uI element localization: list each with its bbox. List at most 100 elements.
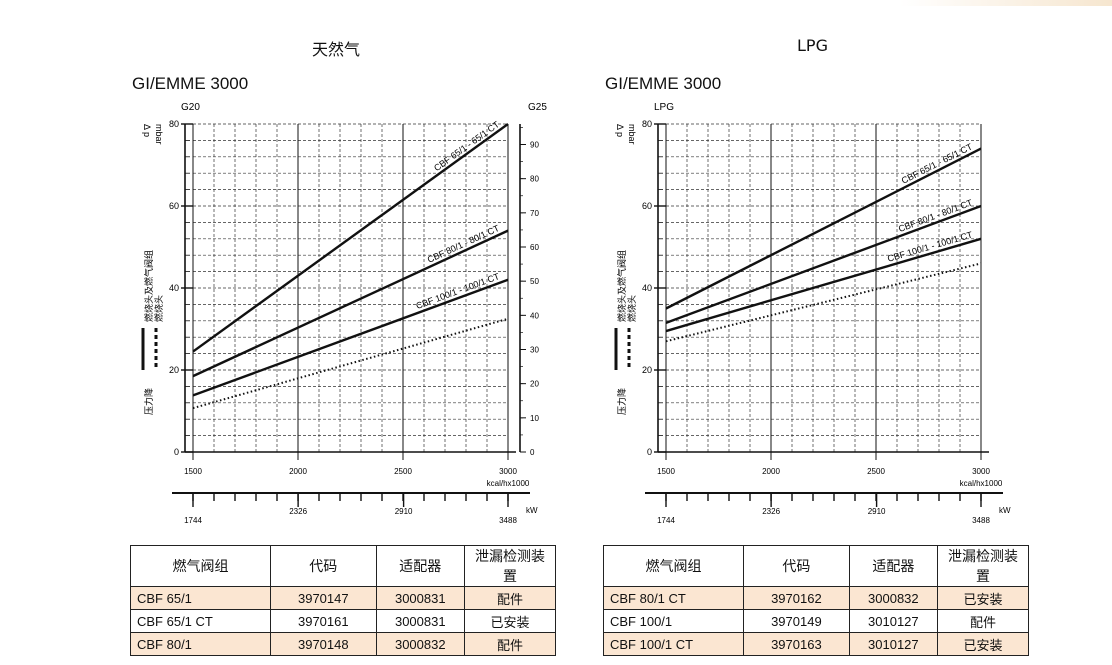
y-tick-label: 80 [642, 119, 652, 129]
y-side-label-head: 燃烧头 [153, 295, 165, 322]
y2-tick-label: 80 [530, 175, 539, 184]
y2-tick-label: 50 [530, 277, 539, 286]
table-cell: CBF 80/1 CT [602, 586, 745, 610]
x-tick-label: 2500 [867, 467, 885, 476]
table-row: CBF 100/1 3970149 3010127 配件 [602, 609, 1030, 633]
table-header-cell: 燃气阀组 [602, 545, 745, 587]
x-tick-label: 1500 [184, 467, 202, 476]
y-side-label-drop: 压力降 [143, 388, 155, 415]
y-tick-label: 20 [642, 365, 652, 375]
x-tick-label: 2000 [289, 467, 307, 476]
table-cell: 3970163 [743, 632, 850, 656]
y-tick-label: 40 [642, 283, 652, 293]
table-header-cell: 泄漏检测装置 [463, 545, 557, 587]
panel-title: LPG [797, 36, 828, 55]
series-line-3 [665, 237, 982, 333]
kw-tick-label: 2326 [762, 507, 780, 516]
table-cell: CBF 65/1 [130, 586, 271, 610]
table-cell: CBF 65/1 CT [130, 609, 271, 633]
table-cell: 3000832 [848, 586, 938, 610]
series-line-head [192, 317, 509, 410]
table-cell: 3970147 [269, 586, 377, 610]
series-line-1 [192, 123, 509, 353]
table-cell: 3970149 [743, 609, 850, 633]
series-line-head [665, 262, 982, 343]
kw-unit-label: kW [526, 506, 538, 515]
table-row: CBF 80/1 3970148 3000832 配件 [130, 632, 557, 656]
y-unit: mbar [627, 124, 637, 145]
table-cell: 3000831 [375, 586, 465, 610]
kw-tick-label: 3488 [499, 516, 517, 525]
y-tick-label: 20 [169, 365, 179, 375]
y-side-label-head: 燃烧头 [626, 295, 638, 322]
kw-tick-label: 2326 [289, 507, 307, 516]
y-tick-label: 60 [642, 201, 652, 211]
table-header-row: 燃气阀组 代码 适配器 泄漏检测装置 [130, 545, 557, 587]
y-tick-label: 60 [169, 201, 179, 211]
top-decoration [900, 0, 1112, 6]
series-label: CBF 100/1 - 100/1 CT [886, 229, 974, 263]
table-row: CBF 80/1 CT 3970162 3000832 已安装 [602, 586, 1030, 610]
y2-tick-label: 60 [530, 243, 539, 252]
gas-label-left: LPG [654, 102, 674, 113]
y2-tick-label: 40 [530, 311, 539, 320]
series-line-2 [192, 229, 509, 378]
y2-tick-label: 20 [530, 380, 539, 389]
x-tick-label: 1500 [657, 467, 675, 476]
valve-spec-table: 燃气阀组 代码 适配器 泄漏检测装置 CBF 80/1 CT 3970162 3… [602, 545, 1030, 656]
y-tick-label: 80 [169, 119, 179, 129]
table-cell: CBF 100/1 CT [602, 632, 745, 656]
table-cell: 配件 [463, 632, 557, 656]
y2-tick-label: 0 [530, 448, 535, 457]
x-tick-label: 3000 [499, 467, 517, 476]
table-cell: 3970162 [743, 586, 850, 610]
kw-tick-label: 2910 [868, 507, 886, 516]
table-header-row: 燃气阀组 代码 适配器 泄漏检测装置 [602, 545, 1030, 587]
kw-unit-label: kW [999, 506, 1011, 515]
table-cell: 3000831 [375, 609, 465, 633]
y-side-label-valve: 燃烧头及燃气阀组 [616, 250, 628, 322]
series-label: CBF 80/1 - 80/1 CT [897, 197, 974, 234]
kw-tick-label: 1744 [184, 516, 202, 525]
y2-tick-label: 90 [530, 141, 539, 150]
y2-tick-label: 30 [530, 346, 539, 355]
table-cell: 已安装 [936, 632, 1030, 656]
table-cell: 3970161 [269, 609, 377, 633]
gas-label-left: G20 [181, 102, 200, 113]
table-cell: 3010127 [848, 632, 938, 656]
y-symbol: Δ p [142, 124, 152, 137]
x-tick-label: 2500 [394, 467, 412, 476]
y-tick-label: 0 [647, 447, 652, 457]
table-cell: CBF 100/1 [602, 609, 745, 633]
gas-label-right: G25 [528, 102, 547, 113]
y-side-label-valve: 燃烧头及燃气阀组 [143, 250, 155, 322]
series-line-2 [665, 204, 982, 324]
kw-tick-label: 1744 [657, 516, 675, 525]
table-header-cell: 代码 [269, 545, 377, 587]
table-cell: CBF 80/1 [130, 632, 271, 656]
y-tick-label: 0 [174, 447, 179, 457]
y-unit: mbar [154, 124, 164, 145]
model-title: GI/EMME 3000 [132, 74, 249, 93]
kw-tick-label: 3488 [972, 516, 990, 525]
table-cell: 3000832 [375, 632, 465, 656]
y2-tick-label: 10 [530, 414, 539, 423]
y2-tick-label: 70 [530, 209, 539, 218]
kw-tick-label: 2910 [395, 507, 413, 516]
series-line-1 [665, 147, 982, 310]
y-symbol: Δ p [615, 124, 625, 137]
x-axis-label: kcal/hx1000 [960, 479, 1003, 488]
table-header-cell: 燃气阀组 [130, 545, 271, 587]
table-cell: 配件 [936, 609, 1030, 633]
valve-spec-table: 燃气阀组 代码 适配器 泄漏检测装置 CBF 65/1 3970147 3000… [130, 545, 557, 656]
x-tick-label: 3000 [972, 467, 990, 476]
series-line-3 [192, 278, 509, 397]
y-tick-label: 40 [169, 283, 179, 293]
table-cell: 已安装 [463, 609, 557, 633]
table-row: CBF 100/1 CT 3970163 3010127 已安装 [602, 632, 1030, 656]
y-side-label-drop: 压力降 [616, 388, 628, 415]
series-label: CBF 65/1 - 65/1 CT [900, 141, 975, 185]
table-header-cell: 适配器 [375, 545, 465, 587]
